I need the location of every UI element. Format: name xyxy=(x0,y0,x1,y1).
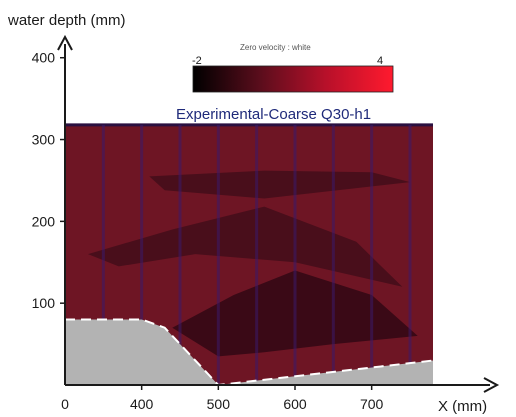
x-tick-label: 500 xyxy=(207,396,231,412)
x-axis xyxy=(65,377,500,393)
y-axis-arrow xyxy=(57,34,73,51)
y-axis-label: water depth (mm) xyxy=(7,12,126,29)
colorbar-note: Zero velocity : white xyxy=(240,43,311,52)
bed-edge-zero-velocity xyxy=(65,318,433,385)
colorbar: Zero velocity : white -2 4 xyxy=(192,43,394,93)
colorbar-gradient xyxy=(192,65,394,93)
x-tick-label: 600 xyxy=(283,396,307,412)
velocity-field xyxy=(65,123,433,385)
y-tick-label: 100 xyxy=(32,295,56,311)
x-axis-arrow xyxy=(483,377,500,393)
x-tick-label: 700 xyxy=(360,396,384,412)
y-tick-label: 300 xyxy=(32,132,56,148)
bed-profile xyxy=(65,319,433,385)
y-axis xyxy=(57,34,73,385)
y-tick-label: 400 xyxy=(32,50,56,66)
axis-ticks: 100 200 300 400 0 400 500 600 700 xyxy=(32,50,384,412)
colorbar-min-label: -2 xyxy=(192,55,202,67)
x-tick-label: 0 xyxy=(61,396,69,412)
chart-title: Experimental-Coarse Q30-h1 xyxy=(176,106,371,123)
velocity-region-upper-band xyxy=(149,170,411,199)
velocity-region-mid-band xyxy=(88,206,403,287)
x-axis-label: X (mm) xyxy=(438,398,487,415)
x-tick-label: 400 xyxy=(130,396,154,412)
y-tick-label: 200 xyxy=(32,213,56,229)
colorbar-max-label: 4 xyxy=(377,55,383,67)
